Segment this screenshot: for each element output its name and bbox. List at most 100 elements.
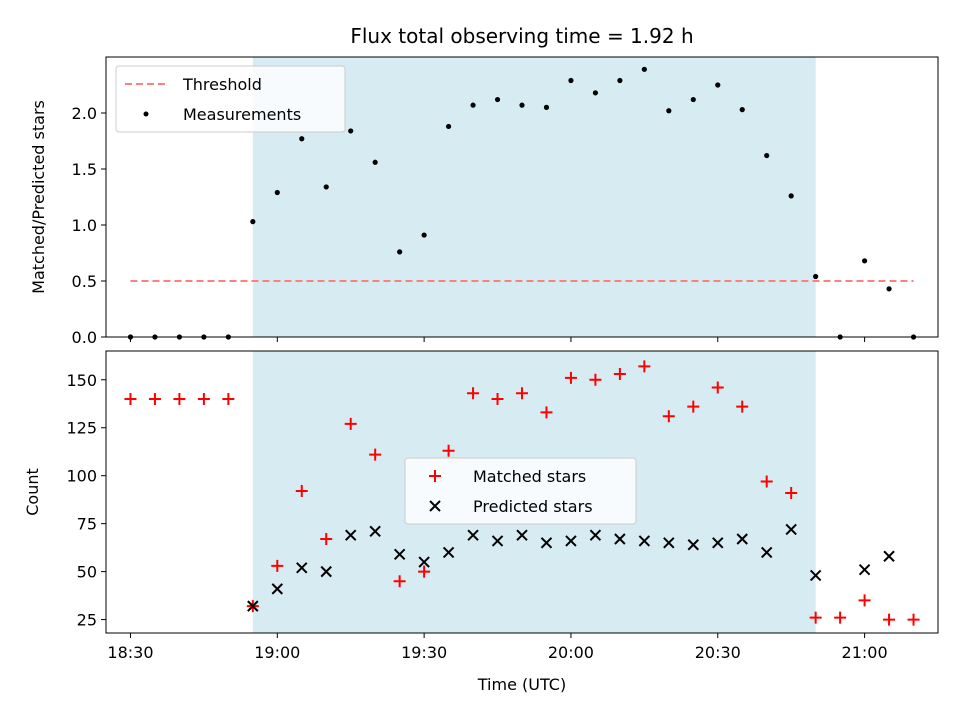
bottom-x-ticks: 18:30 19:00 19:30 20:00 20:30 21:00 [107,633,888,662]
top-x-ticks [129,337,866,342]
x-tick-label: 20:30 [695,643,741,662]
matched-star-point [638,360,651,373]
matched-star-point [540,406,553,419]
matched-star-point [687,400,700,413]
predicted-star-point [565,535,577,547]
matched-star-point [736,400,749,413]
predicted-star-point [467,529,479,541]
matched-star-point [320,533,333,545]
measurement-point [861,258,868,264]
measurement-point [739,107,745,113]
top-y-tick-label: 0.5 [72,272,97,291]
top-legend: Threshold Measurements [115,65,346,133]
top-shaded-region [252,57,816,337]
measurement-point [592,90,599,96]
matched-star-point [907,613,920,626]
legend-matched-label: Matched stars [473,467,586,486]
measurement-point [690,96,696,103]
matched-star-point [589,373,602,386]
measurement-point [372,159,378,165]
bottom-y-tick-label: 25 [77,611,97,630]
predicted-star-point [393,548,406,561]
measurement-point [323,184,329,190]
predicted-star-point [883,550,895,562]
bottom-y-axis-label: Count [23,468,42,516]
predicted-star-point [418,556,430,568]
top-y-axis-label: Matched/Predicted stars [29,100,48,294]
measurement-point [788,193,794,199]
matched-star-point [222,392,235,405]
matched-star-point [834,611,847,624]
matched-stars-points [124,360,920,626]
matched-star-point [295,485,308,498]
matched-star-point [173,392,186,405]
predicted-star-point [614,533,626,545]
matched-star-point [662,410,675,423]
measurement-point [715,82,721,88]
matched-star-point [613,368,626,381]
measurement-point [641,66,647,72]
bottom-y-tick-label: 100 [66,467,97,486]
star-count-panel: 25 50 75 100 125 150 18:30 19:00 19:30 20:00 20:3… [23,350,939,694]
predicted-star-point [369,525,381,538]
legend-measurements-label: Measurements [183,105,301,124]
matched-star-point [785,486,798,499]
top-y-tick-label: 2.0 [72,104,97,123]
bottom-legend-box [404,457,637,525]
matched-star-point [418,565,431,578]
x-tick-label: 21:00 [842,643,888,662]
predicted-star-point [247,600,259,612]
predicted-star-point [809,569,822,582]
predicted-star-point [663,537,675,549]
predicted-star-point [516,529,528,541]
measurement-point [666,108,672,114]
measurement-point [299,136,305,142]
predicted-star-point [858,563,871,576]
matched-star-point [148,392,161,405]
measurement-point [494,96,501,103]
measurement-points [127,66,917,340]
matched-star-point [711,381,724,394]
measurement-point [519,102,525,108]
matched-star-point [393,575,406,588]
measurement-point [813,273,819,280]
x-tick-label: 18:30 [107,643,153,662]
top-y-ticks: 0.0 0.5 1.0 1.5 2.0 [72,104,106,347]
top-y-tick-label: 1.0 [72,216,97,235]
legend-predicted-label: Predicted stars [473,497,593,516]
bottom-y-tick-label: 125 [66,419,97,438]
measurement-point [348,128,354,134]
legend-matched-swatch [429,470,441,482]
x-tick-label: 19:30 [401,643,447,662]
matched-star-point [516,387,528,400]
legend-measurements-swatch [143,111,149,117]
predicted-star-point [320,565,332,578]
measurement-point [568,77,574,84]
predicted-star-point [540,537,553,549]
matched-star-point [564,371,577,384]
predicted-star-point [589,529,602,541]
measurement-point [274,189,280,196]
predicted-star-point [785,523,797,536]
matched-star-point [197,392,210,405]
measurement-point [764,152,770,159]
predicted-star-point [491,535,504,547]
predicted-star-point [687,539,700,551]
matched-star-point [760,475,773,488]
matched-star-point [124,392,137,405]
legend-threshold-label: Threshold [182,75,262,94]
bottom-y-ticks: 25 50 75 100 125 150 [66,371,106,630]
matched-star-point [344,417,357,430]
top-y-tick-label: 1.5 [72,160,97,179]
measurement-point [250,219,256,225]
matched-star-point [491,392,504,405]
legend-predicted-swatch [429,500,441,512]
matched-star-point [467,387,480,400]
x-tick-label: 19:00 [254,643,300,662]
predicted-star-point [271,583,284,595]
predicted-stars-points [247,523,895,612]
chart-title: Flux total observing time = 1.92 h [350,24,693,48]
bottom-legend: Matched stars Predicted stars [404,457,637,525]
top-plot-frame [105,56,939,338]
